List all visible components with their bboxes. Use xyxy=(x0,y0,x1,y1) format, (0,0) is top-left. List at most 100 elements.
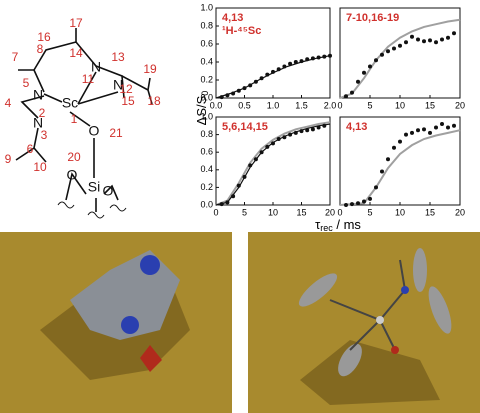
y-tick-label: 0.8 xyxy=(200,129,213,139)
atom-number: 17 xyxy=(69,16,83,30)
curve xyxy=(215,121,331,206)
data-point xyxy=(452,31,456,36)
panel-label: 7-10,16-19 xyxy=(346,12,399,24)
x-label-main: τ xyxy=(315,217,321,232)
x-tick-label: 0 xyxy=(337,207,342,217)
data-point xyxy=(305,128,310,133)
data-point xyxy=(434,125,438,130)
atom-number: 15 xyxy=(121,94,135,108)
atom-number: 3 xyxy=(41,128,48,142)
x-tick-label: 10 xyxy=(395,207,405,217)
x-tick-label: 0.5 xyxy=(238,100,251,110)
x-tick-label: 0 xyxy=(337,100,342,110)
atom-number: 21 xyxy=(109,126,123,140)
y-tick-label: 0.2 xyxy=(200,74,213,84)
atom-number: 12 xyxy=(119,82,133,96)
data-point xyxy=(299,59,304,64)
data-point xyxy=(440,37,444,42)
atom-label: N xyxy=(113,77,123,93)
atom-label: Sc xyxy=(62,95,78,111)
data-point xyxy=(344,203,348,207)
y-tick-label: 0.2 xyxy=(200,182,213,192)
data-point xyxy=(380,52,384,57)
data-point xyxy=(350,202,354,207)
data-point xyxy=(288,61,293,66)
data-point xyxy=(248,163,253,168)
x-tick-label: 20 xyxy=(325,207,335,217)
atom-label: O xyxy=(103,183,114,199)
atom-label: O xyxy=(89,123,100,139)
data-point xyxy=(242,86,247,91)
atom-label: Si xyxy=(88,179,100,195)
data-point xyxy=(434,40,438,45)
data-point xyxy=(276,137,281,141)
data-point xyxy=(253,79,258,84)
data-point xyxy=(231,91,236,96)
data-point xyxy=(386,49,390,54)
data-point xyxy=(374,58,378,63)
data-point xyxy=(344,94,348,99)
atom-number: 8 xyxy=(37,42,44,56)
atom-number: 18 xyxy=(147,94,161,108)
x-tick-label: 20 xyxy=(455,100,465,110)
atom-label: N xyxy=(91,59,101,75)
atom-number: 6 xyxy=(27,142,34,156)
data-point xyxy=(299,129,304,134)
data-point xyxy=(242,174,247,179)
atom-number: 7 xyxy=(12,50,19,64)
data-point xyxy=(276,67,281,72)
y-tick-label: 0.0 xyxy=(200,199,213,209)
data-point xyxy=(362,70,366,75)
data-point xyxy=(356,201,360,206)
data-point xyxy=(316,125,321,130)
y-tick-label: 0.6 xyxy=(200,147,213,157)
y-tick-label: 0.8 xyxy=(200,20,213,30)
data-point xyxy=(452,123,456,128)
data-point xyxy=(265,72,270,77)
data-point xyxy=(293,60,298,64)
data-point xyxy=(236,88,241,93)
y-label-sub: 0 xyxy=(200,91,210,96)
panel-label: 4,13 xyxy=(346,121,367,133)
structure-bonds xyxy=(15,28,153,219)
y-tick-label: 0.6 xyxy=(200,38,213,48)
x-tick-label: 2.0 xyxy=(324,100,337,110)
x-tick-label: 10 xyxy=(268,207,278,217)
x-tick-label: 15 xyxy=(425,207,435,217)
data-point xyxy=(362,199,366,204)
panel-label: 5,6,14,15 xyxy=(222,121,268,133)
data-point xyxy=(248,83,253,88)
panel-label: ¹H-⁴⁵Sc xyxy=(222,25,261,37)
data-point xyxy=(282,135,287,140)
data-point xyxy=(225,93,230,98)
atom-number: 1 xyxy=(71,112,78,126)
data-point xyxy=(271,141,275,146)
data-point xyxy=(305,57,310,62)
data-point xyxy=(416,37,420,42)
atom-label: N xyxy=(33,115,43,131)
data-point xyxy=(404,132,408,137)
data-point xyxy=(416,128,420,133)
data-point xyxy=(410,34,414,39)
x-tick-label: 5 xyxy=(242,207,247,217)
x-tick-label: 1.0 xyxy=(267,100,280,110)
data-point xyxy=(293,130,298,135)
data-point xyxy=(231,194,236,199)
atom-number: 5 xyxy=(23,76,30,90)
render-left xyxy=(0,232,232,413)
data-point xyxy=(310,127,315,132)
data-point xyxy=(398,43,402,48)
data-point xyxy=(392,46,396,51)
atom-number: 11 xyxy=(82,72,95,86)
x-tick-label: 5 xyxy=(367,207,372,217)
data-point xyxy=(236,183,241,188)
data-point xyxy=(386,157,390,162)
atom-number: 9 xyxy=(5,152,12,166)
atom-number: 10 xyxy=(33,160,47,174)
atom-number: 13 xyxy=(111,50,125,64)
panel-label: 4,13 xyxy=(222,12,243,24)
data-point xyxy=(259,76,264,81)
curve xyxy=(339,18,461,99)
x-tick-label: 20 xyxy=(455,207,465,217)
